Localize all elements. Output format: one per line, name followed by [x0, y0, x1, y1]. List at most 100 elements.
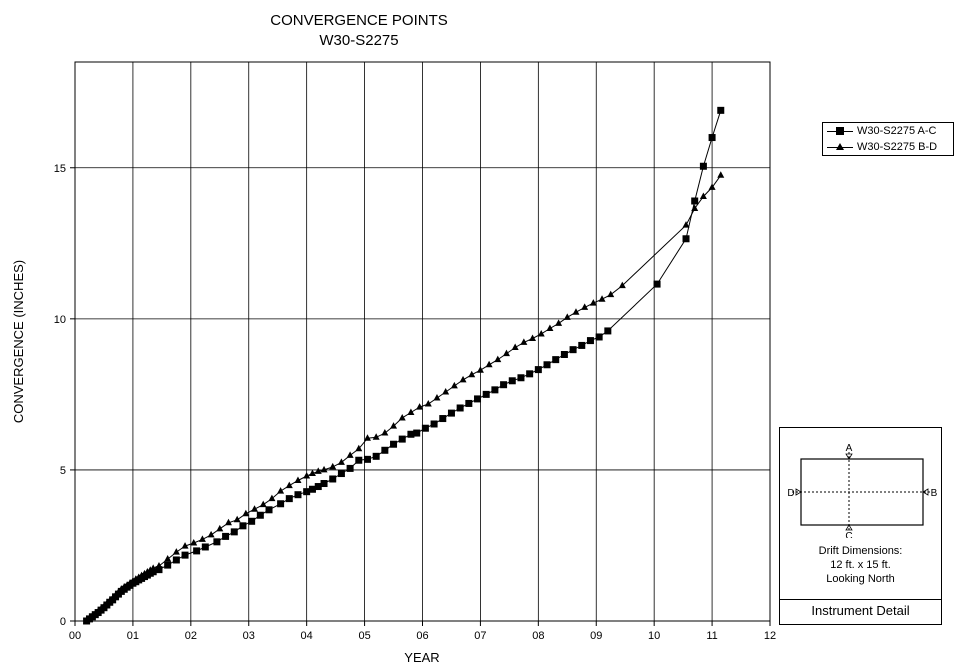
data-point-triangle	[442, 387, 450, 395]
data-point-square	[222, 532, 230, 540]
data-point-triangle	[132, 575, 140, 582]
data-point-triangle	[126, 579, 134, 586]
data-point-triangle	[259, 500, 267, 508]
data-point-triangle	[268, 494, 276, 502]
data-point-triangle	[589, 299, 597, 306]
data-point-triangle	[190, 539, 198, 546]
data-point-triangle	[450, 381, 458, 389]
x-tick-label: 01	[127, 630, 139, 642]
data-point-triangle	[563, 313, 571, 320]
data-point-triangle	[537, 329, 545, 337]
data-point-triangle	[485, 360, 493, 368]
y-tick-label: 15	[54, 163, 66, 175]
label-b: B	[931, 488, 938, 499]
data-point-square	[586, 337, 594, 345]
orientation-label: Looking North	[826, 573, 895, 585]
data-point-triangle	[494, 355, 502, 363]
data-point-triangle	[708, 183, 716, 190]
data-point-square	[314, 483, 322, 491]
data-point-triangle	[155, 562, 163, 569]
data-point-triangle	[216, 524, 224, 532]
data-point-square	[439, 415, 447, 423]
data-point-square	[346, 464, 354, 472]
chart-subtitle: W30-S2275	[319, 32, 398, 49]
x-tick-label: 04	[301, 630, 313, 642]
data-point-triangle	[390, 422, 398, 429]
data-point-square	[430, 420, 438, 428]
data-point-square	[265, 506, 273, 514]
data-point-triangle	[355, 444, 363, 452]
data-point-triangle	[285, 481, 293, 489]
data-point-square	[653, 280, 661, 288]
data-point-square	[381, 446, 389, 454]
data-point-triangle	[699, 192, 707, 199]
point-a-icon	[845, 453, 853, 460]
data-point-triangle	[581, 303, 589, 310]
data-point-triangle	[424, 400, 432, 407]
data-point-triangle	[546, 324, 554, 332]
data-point-square	[691, 197, 699, 205]
data-point-square	[482, 390, 490, 398]
data-point-triangle	[381, 429, 389, 436]
data-point-triangle	[511, 343, 519, 351]
label-a: A	[846, 443, 853, 454]
data-point-square	[560, 350, 568, 358]
data-point-square	[248, 517, 256, 525]
data-point-square	[517, 374, 525, 382]
data-point-triangle	[529, 334, 537, 341]
data-point-square	[717, 106, 725, 114]
data-point-square	[155, 566, 163, 574]
data-point-triangle	[146, 566, 154, 573]
data-point-square	[372, 452, 380, 460]
data-point-triangle	[337, 458, 345, 465]
data-point-square	[578, 341, 586, 349]
chart-title: CONVERGENCE POINTS	[270, 12, 448, 29]
point-b-icon	[922, 488, 929, 496]
data-point-square	[303, 488, 311, 496]
data-point-square	[355, 456, 363, 464]
data-point-square	[500, 381, 508, 389]
data-point-square	[213, 538, 221, 546]
data-point-square	[337, 470, 345, 478]
data-point-triangle	[242, 509, 250, 517]
data-point-square	[201, 543, 209, 551]
data-point-triangle	[691, 204, 699, 212]
data-point-triangle	[468, 370, 476, 378]
data-point-triangle	[572, 308, 580, 315]
data-point-square	[708, 134, 716, 142]
y-tick-label: 0	[60, 616, 66, 628]
drift-dimensions-label: Drift Dimensions:	[818, 545, 903, 557]
x-axis-label: YEAR	[404, 650, 439, 665]
data-point-triangle	[277, 487, 285, 494]
data-point-square	[329, 475, 337, 483]
legend-item-ac: W30-S2275 A-C	[823, 123, 953, 139]
y-tick-label: 5	[60, 465, 66, 477]
data-point-triangle	[717, 171, 725, 178]
drift-diagram: A C D B	[787, 443, 938, 538]
x-tick-label: 09	[590, 630, 602, 642]
data-point-square	[526, 370, 534, 378]
data-point-square	[398, 435, 406, 443]
data-point-triangle	[138, 571, 146, 579]
data-point-square	[390, 440, 398, 448]
x-tick-label: 08	[532, 630, 544, 642]
data-point-square	[294, 491, 302, 499]
square-marker-icon	[836, 127, 844, 135]
legend: W30-S2275 A-C W30-S2275 B-D	[822, 122, 954, 156]
data-point-square	[230, 528, 238, 536]
data-point-square	[508, 377, 516, 385]
detail-divider	[780, 599, 941, 600]
data-point-triangle	[476, 366, 484, 373]
data-point-square	[491, 386, 499, 394]
data-point-square	[682, 235, 690, 243]
triangle-marker-icon	[836, 143, 844, 150]
drift-dimensions-value: 12 ft. x 15 ft.	[830, 559, 891, 571]
data-point-square	[569, 346, 577, 354]
legend-item-bd: W30-S2275 B-D	[823, 139, 953, 155]
data-point-triangle	[164, 555, 172, 562]
data-point-triangle	[120, 583, 128, 590]
data-point-triangle	[198, 535, 206, 542]
x-tick-label: 00	[69, 630, 81, 642]
data-point-square	[363, 455, 371, 463]
x-tick-label: 12	[764, 630, 776, 642]
